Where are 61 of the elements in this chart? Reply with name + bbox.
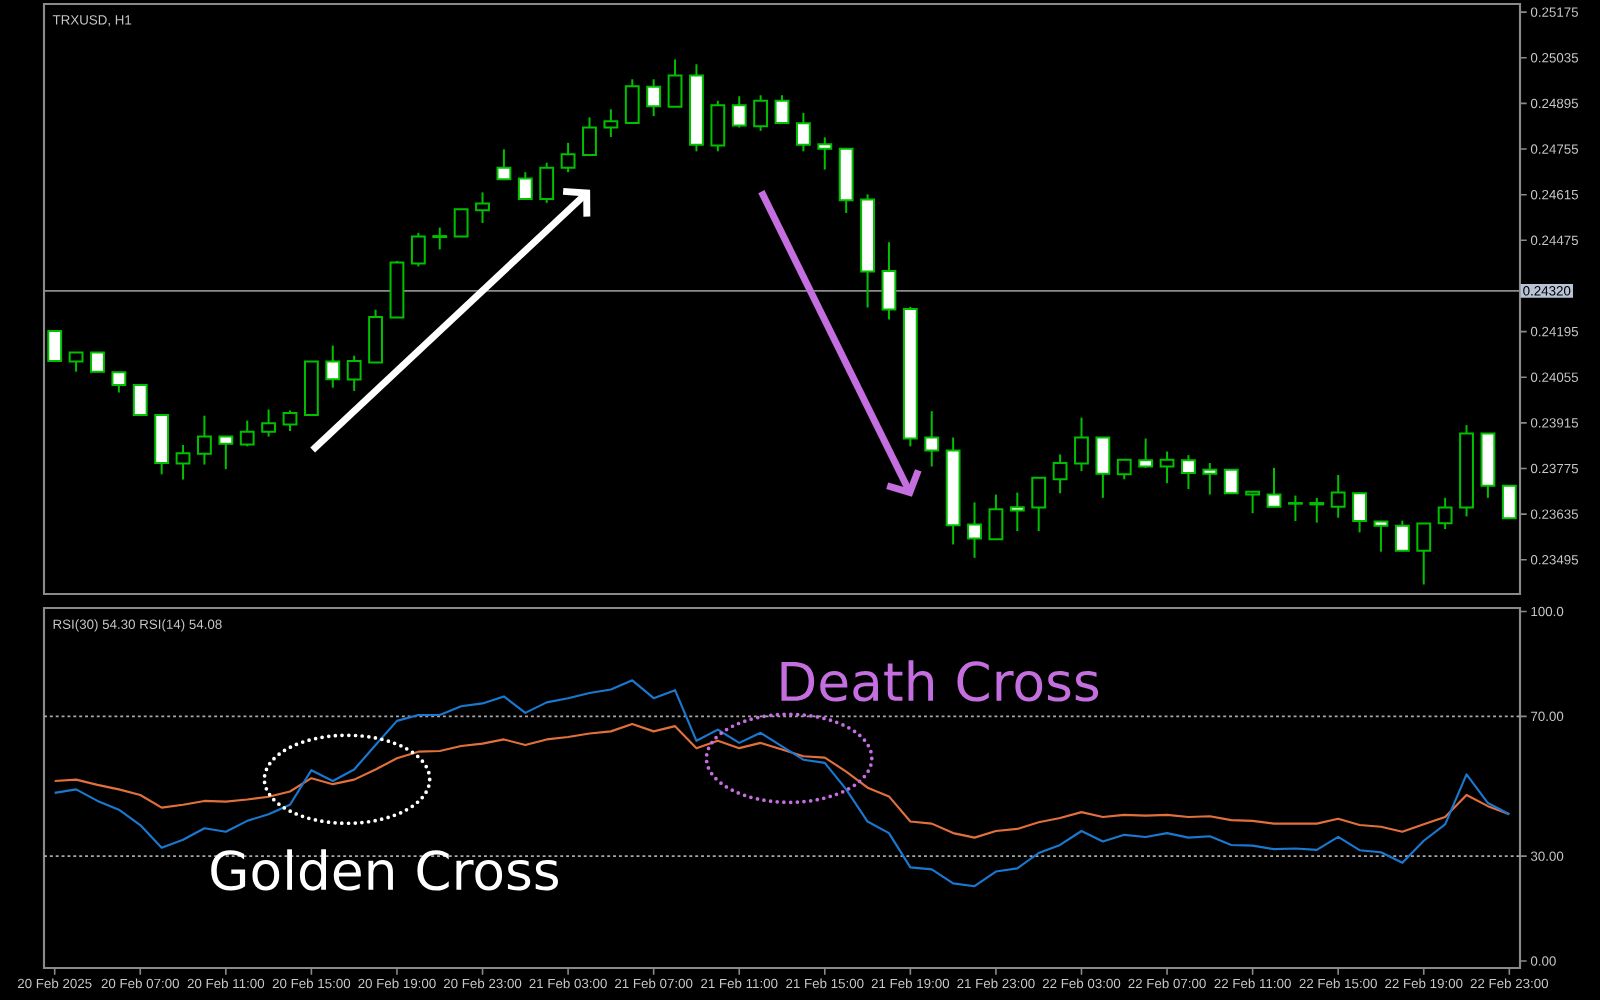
candlestick [132,384,148,417]
annotation: Golden Cross [211,849,558,891]
candlestick [1116,458,1132,481]
candlestick [817,136,833,171]
candlestick [47,329,63,362]
candlestick [667,58,683,108]
candlestick [68,351,84,373]
candlestick [1031,475,1047,533]
candlestick [753,94,769,132]
candlestick [1352,491,1367,534]
candlestick [924,410,940,468]
candlestick [539,161,555,204]
candlestick [1138,437,1154,469]
candlestick [218,435,234,471]
candlestick [1309,496,1325,524]
candlestick [90,351,105,373]
candlestick [1437,496,1453,531]
candlestick [475,191,490,225]
candlestick [453,208,469,239]
candlestick [496,148,512,182]
candlestick [1373,519,1389,553]
candlestick [1074,416,1089,473]
candlestick [560,141,576,174]
candlestick [261,408,277,438]
candlestick [624,78,640,124]
candlestick [346,354,362,392]
candlestick [197,414,212,466]
candlestick [646,78,662,118]
candlestick [282,409,298,432]
candlestick [432,226,448,251]
candlestick [731,95,747,129]
candlestick [1095,436,1111,499]
candlestick [582,116,597,156]
candlestick [795,111,811,153]
candlestick [239,419,255,448]
candlestick [1181,454,1196,491]
candlestick [1394,519,1410,553]
candlestick [1009,491,1025,533]
candlestick [988,493,1004,541]
candlestick [1266,466,1282,509]
candlestick [1223,468,1239,495]
candlestick [774,94,790,124]
candlestick [1159,450,1175,485]
candlestick [603,108,619,138]
candlestick [1501,484,1517,520]
candlestick [175,444,191,481]
candlestick [517,171,533,200]
candlestick [325,344,341,389]
candlestick [967,501,982,559]
candlestick [1052,453,1068,495]
candlestick [1330,474,1346,519]
candlestick [368,308,383,364]
candlestick [111,371,127,394]
candlestick [710,99,726,153]
candlestick [154,414,170,476]
annotation: Death Cross [781,660,1099,702]
candlestick [1202,461,1218,496]
candlestick [1287,494,1303,522]
candlestick [881,241,897,321]
candlestick [1416,522,1432,586]
candlestick [410,231,426,268]
